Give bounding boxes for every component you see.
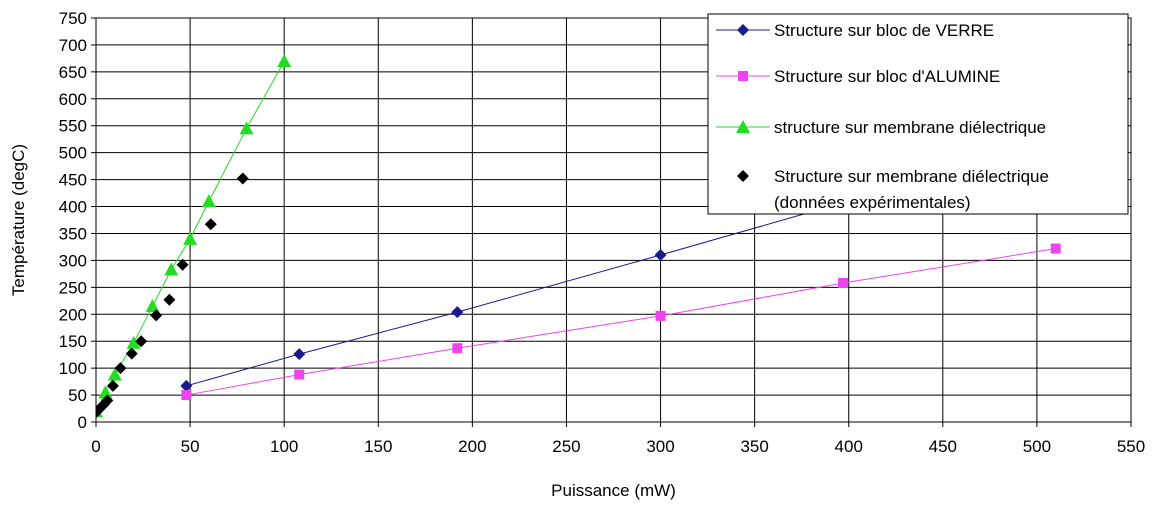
x-tick-label: 400 <box>835 437 863 456</box>
y-tick-label: 750 <box>59 9 87 28</box>
legend-label: structure sur membrane diélectrique <box>774 118 1046 137</box>
legend-item: structure sur membrane diélectrique <box>716 118 1046 137</box>
y-tick-label: 500 <box>59 144 87 163</box>
y-tick-label: 150 <box>59 332 87 351</box>
x-tick-label: 50 <box>181 437 200 456</box>
data-point <box>98 385 113 399</box>
y-tick-label: 450 <box>59 171 87 190</box>
y-tick-label: 700 <box>59 36 87 55</box>
data-point <box>180 379 193 392</box>
series-layer <box>96 54 1061 419</box>
data-point <box>452 343 463 354</box>
x-tick-label: 450 <box>929 437 957 456</box>
x-tick-label: 200 <box>458 437 486 456</box>
data-point <box>106 379 119 392</box>
series-0 <box>180 195 855 392</box>
x-tick-label: 0 <box>91 437 100 456</box>
legend: Structure sur bloc de VERRE Structure sur… <box>707 13 1129 215</box>
data-point <box>293 348 306 361</box>
data-point <box>164 262 179 276</box>
x-tick-label: 300 <box>646 437 674 456</box>
legend-item: Structure sur membrane diélectrique (donn… <box>737 167 1049 212</box>
data-point <box>1050 243 1061 254</box>
legend-item: Structure sur bloc d'ALUMINE <box>716 67 1000 86</box>
series-line <box>186 248 1056 396</box>
tick-labels: 0501001502002503003504004505005506006507… <box>59 9 1146 456</box>
data-point <box>181 390 192 401</box>
y-tick-label: 650 <box>59 63 87 82</box>
data-point <box>150 309 163 322</box>
legend-marker <box>737 24 749 36</box>
data-point <box>654 249 667 262</box>
data-point <box>176 258 189 271</box>
legend-label: Structure sur bloc d'ALUMINE <box>774 67 1000 86</box>
data-point <box>126 335 141 349</box>
data-point <box>125 347 138 360</box>
series-1 <box>181 243 1061 401</box>
legend-label-line2: (données expérimentales) <box>774 193 971 212</box>
y-tick-label: 350 <box>59 224 87 243</box>
data-point <box>655 310 666 321</box>
series-3 <box>96 172 249 419</box>
data-point <box>451 306 464 319</box>
plot-frame <box>95 17 1132 423</box>
data-point <box>201 194 216 208</box>
y-tick-label: 200 <box>59 305 87 324</box>
y-axis-title: Température (degC) <box>9 144 28 296</box>
data-point <box>239 121 254 135</box>
y-tick-label: 300 <box>59 251 87 270</box>
x-tick-label: 500 <box>1023 437 1051 456</box>
data-point <box>277 54 292 68</box>
legend-box <box>707 13 1129 215</box>
x-tick-label: 350 <box>740 437 768 456</box>
x-tick-label: 150 <box>364 437 392 456</box>
data-point <box>135 335 148 348</box>
data-point <box>838 278 849 289</box>
x-tick-label: 250 <box>552 437 580 456</box>
data-point <box>204 218 217 231</box>
data-point <box>107 367 122 381</box>
y-tick-label: 100 <box>59 359 87 378</box>
x-tick-label: 550 <box>1117 437 1145 456</box>
x-tick-label: 100 <box>270 437 298 456</box>
data-point <box>294 369 305 380</box>
legend-marker <box>738 71 748 81</box>
y-tick-label: 400 <box>59 198 87 217</box>
data-point <box>101 394 114 407</box>
legend-label: Structure sur bloc de VERRE <box>774 21 994 40</box>
data-point <box>114 362 127 375</box>
data-point <box>183 231 198 245</box>
data-point <box>163 293 176 306</box>
y-tick-label: 0 <box>78 413 87 432</box>
legend-marker <box>737 170 749 182</box>
legend-marker <box>736 120 750 133</box>
legend-item: Structure sur bloc de VERRE <box>716 21 994 40</box>
series-line <box>186 200 849 387</box>
x-axis-title: Puissance (mW) <box>551 481 676 500</box>
y-tick-label: 550 <box>59 117 87 136</box>
y-tick-label: 250 <box>59 278 87 297</box>
data-point <box>145 299 160 313</box>
y-tick-label: 50 <box>68 386 87 405</box>
data-point <box>236 172 249 185</box>
y-tick-label: 600 <box>59 90 87 109</box>
legend-label: Structure sur membrane diélectrique <box>774 167 1049 186</box>
